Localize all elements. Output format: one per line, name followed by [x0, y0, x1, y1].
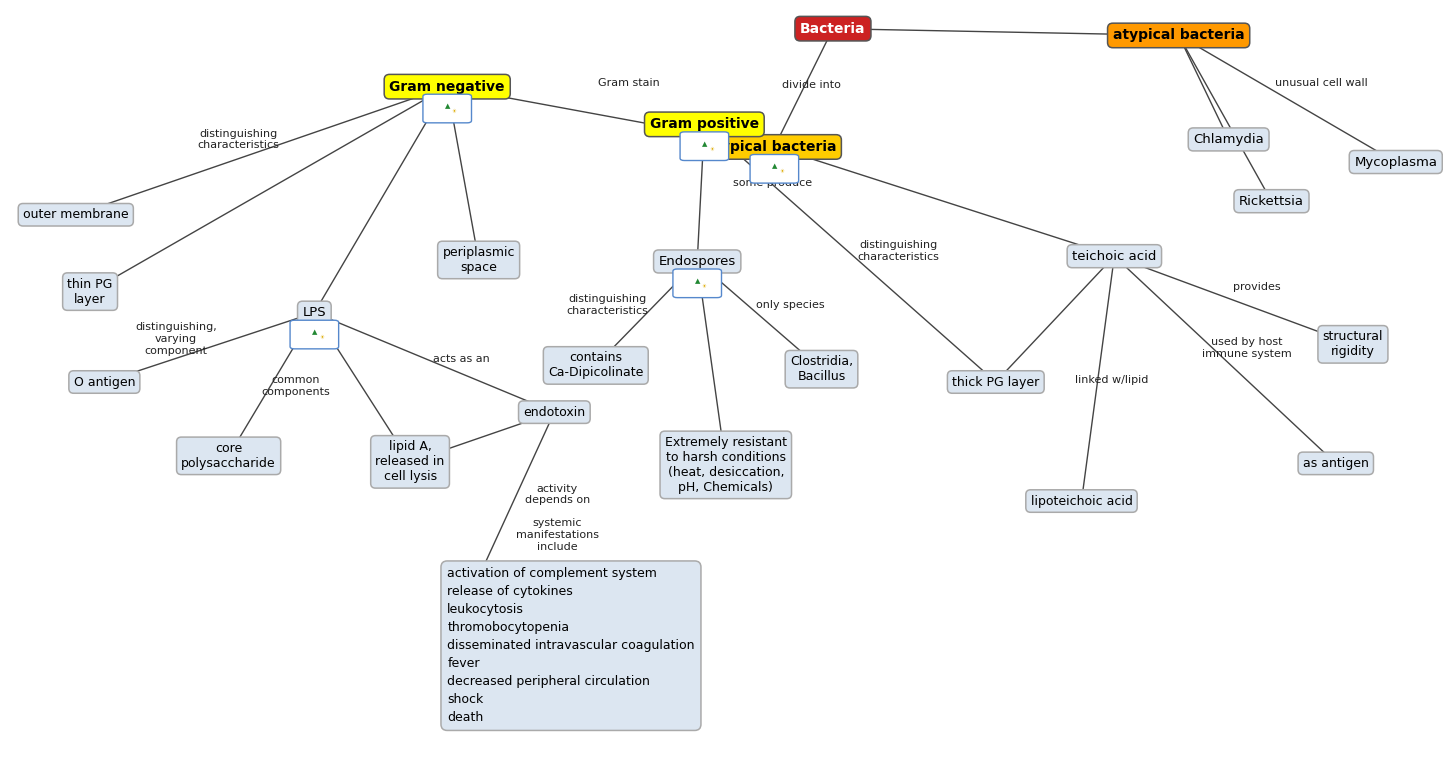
Text: Gram stain: Gram stain — [597, 78, 659, 88]
Text: structural
rigidity: structural rigidity — [1323, 330, 1384, 358]
Text: Chlamydia: Chlamydia — [1193, 133, 1264, 146]
Text: ▲: ▲ — [694, 278, 700, 284]
Text: activity
depends on

systemic
manifestations
include: activity depends on systemic manifestati… — [515, 484, 599, 552]
Text: O antigen: O antigen — [74, 375, 136, 389]
Text: teichoic acid: teichoic acid — [1072, 250, 1156, 263]
Text: Gram positive: Gram positive — [649, 117, 759, 132]
Text: thin PG
layer: thin PG layer — [68, 278, 113, 306]
Text: ☀: ☀ — [319, 335, 323, 340]
Text: lipid A,
released in
cell lysis: lipid A, released in cell lysis — [375, 441, 444, 483]
Text: Rickettsia: Rickettsia — [1240, 195, 1304, 208]
Text: ☀: ☀ — [709, 147, 714, 151]
Text: some produce: some produce — [733, 178, 812, 188]
Text: ▲: ▲ — [701, 141, 707, 147]
Text: only species: only species — [756, 300, 824, 310]
Text: provides: provides — [1234, 282, 1281, 292]
Text: Mycoplasma: Mycoplasma — [1355, 155, 1437, 168]
FancyBboxPatch shape — [423, 94, 472, 123]
Text: endotoxin: endotoxin — [524, 406, 586, 419]
Text: Extremely resistant
to harsh conditions
(heat, desiccation,
pH, Chemicals): Extremely resistant to harsh conditions … — [665, 436, 786, 494]
Text: ☀: ☀ — [701, 284, 707, 289]
FancyBboxPatch shape — [680, 132, 729, 161]
Text: core
polysaccharide: core polysaccharide — [182, 442, 276, 470]
Text: periplasmic
space: periplasmic space — [443, 246, 515, 274]
Text: distinguishing
characteristics: distinguishing characteristics — [198, 129, 280, 150]
Text: thick PG layer: thick PG layer — [952, 375, 1039, 389]
Text: ▲: ▲ — [772, 164, 776, 170]
Text: common
components: common components — [261, 375, 330, 396]
Text: contains
Ca-Dipicolinate: contains Ca-Dipicolinate — [548, 352, 644, 380]
Text: used by host
immune system: used by host immune system — [1202, 337, 1291, 359]
Text: Clostridia,
Bacillus: Clostridia, Bacillus — [789, 355, 853, 384]
Text: activation of complement system
release of cytokines
leukocytosis
thromobocytope: activation of complement system release … — [447, 567, 694, 724]
Text: LPS: LPS — [303, 306, 326, 319]
FancyBboxPatch shape — [750, 154, 798, 183]
Text: ☀: ☀ — [779, 169, 784, 174]
Text: as antigen: as antigen — [1303, 457, 1369, 470]
Text: ☀: ☀ — [452, 109, 457, 114]
Text: ▲: ▲ — [312, 330, 317, 336]
Text: Bacteria: Bacteria — [801, 21, 866, 36]
Text: divide into: divide into — [782, 80, 841, 90]
Text: linked w/lipid: linked w/lipid — [1075, 375, 1149, 386]
Text: distinguishing,
varying
component: distinguishing, varying component — [134, 323, 216, 355]
Text: outer membrane: outer membrane — [23, 209, 128, 221]
Text: Typical bacteria: Typical bacteria — [713, 140, 835, 154]
Text: Endospores: Endospores — [658, 255, 736, 268]
Text: Gram negative: Gram negative — [390, 80, 505, 94]
Text: acts as an: acts as an — [433, 355, 489, 365]
FancyBboxPatch shape — [672, 269, 722, 298]
Text: atypical bacteria: atypical bacteria — [1113, 28, 1244, 43]
FancyBboxPatch shape — [290, 320, 339, 349]
Text: unusual cell wall: unusual cell wall — [1276, 78, 1368, 88]
Text: ▲: ▲ — [444, 103, 450, 110]
Text: distinguishing
characteristics: distinguishing characteristics — [566, 295, 648, 316]
Text: distinguishing
characteristics: distinguishing characteristics — [857, 240, 939, 262]
Text: lipoteichoic acid: lipoteichoic acid — [1030, 495, 1133, 508]
